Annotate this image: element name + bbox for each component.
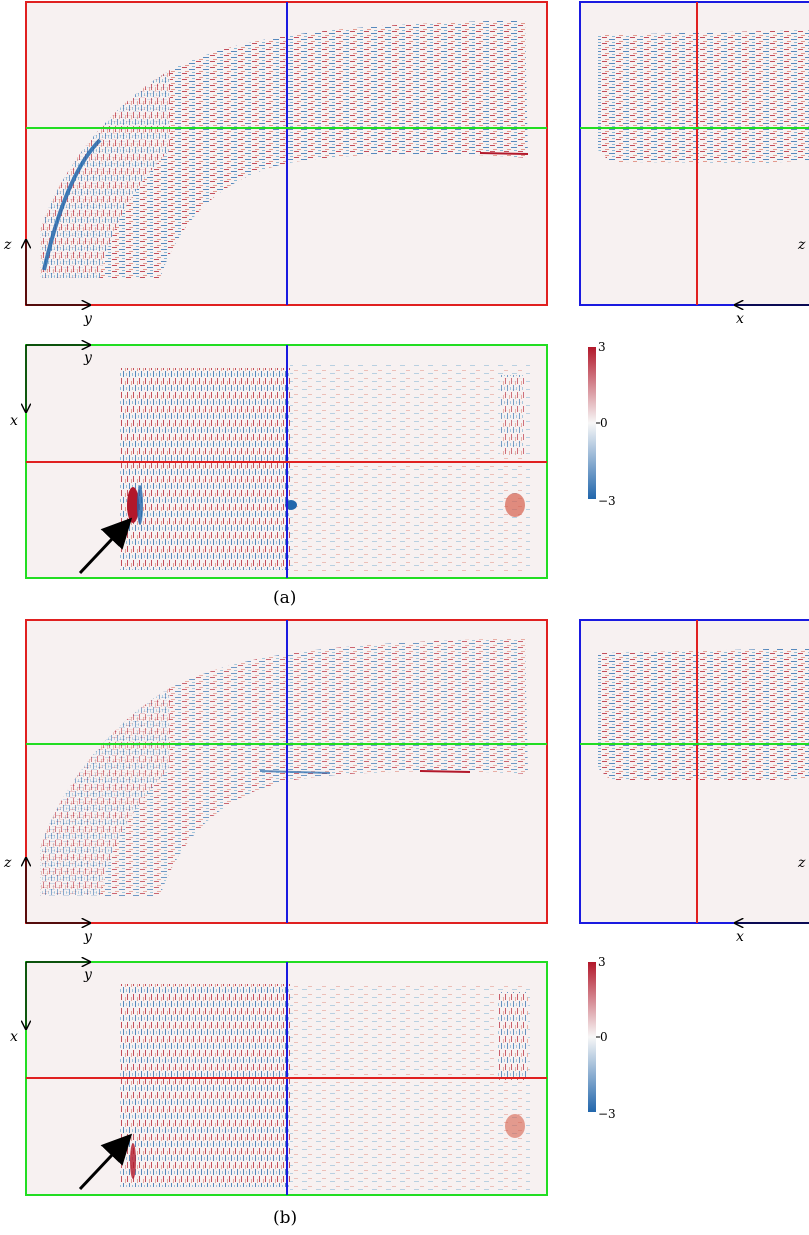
xy-axis-vertical-label: x bbox=[10, 1029, 18, 1045]
colorbar-min-label: −3 bbox=[598, 494, 616, 508]
xz-slice bbox=[579, 1, 809, 305]
xy-axis-horizontal-label: y bbox=[84, 967, 92, 983]
xy-slice bbox=[26, 345, 548, 579]
panel-a-caption: (a) bbox=[273, 588, 297, 608]
colorbar-mid-label: 0 bbox=[600, 1030, 608, 1044]
xz-axis-horizontal-label: x bbox=[736, 311, 744, 327]
colorbar-max-label: 3 bbox=[598, 955, 606, 969]
colorbar-b bbox=[588, 962, 600, 1112]
figure-panel-b: y z x z y x 3 0 −3 (b) bbox=[0, 616, 809, 1235]
xy-slice bbox=[26, 962, 548, 1196]
panel-a-graphics bbox=[0, 1, 809, 579]
figure-panel-a: y z x z y x 3 0 −3 (a) bbox=[0, 0, 809, 615]
colorbar-a bbox=[588, 347, 600, 499]
yz-axis-horizontal-label: y bbox=[84, 929, 92, 945]
yz-axis-vertical-label: z bbox=[4, 237, 12, 253]
xy-axis-vertical-label: x bbox=[10, 413, 18, 429]
yz-axis-vertical-label: z bbox=[4, 855, 12, 871]
xy-axis-horizontal-label: y bbox=[84, 350, 92, 366]
colorbar-mid-label: 0 bbox=[600, 416, 608, 430]
yz-slice bbox=[26, 619, 548, 923]
xz-slice bbox=[579, 619, 809, 923]
xz-axis-vertical-label: z bbox=[798, 855, 806, 871]
colorbar-min-label: −3 bbox=[598, 1107, 616, 1121]
xz-axis-horizontal-label: x bbox=[736, 929, 744, 945]
panel-b-graphics bbox=[0, 619, 809, 1196]
yz-axis-horizontal-label: y bbox=[84, 311, 92, 327]
xz-axis-vertical-label: z bbox=[798, 237, 806, 253]
yz-slice bbox=[26, 1, 548, 305]
panel-b-caption: (b) bbox=[273, 1208, 298, 1228]
colorbar-max-label: 3 bbox=[598, 340, 606, 354]
